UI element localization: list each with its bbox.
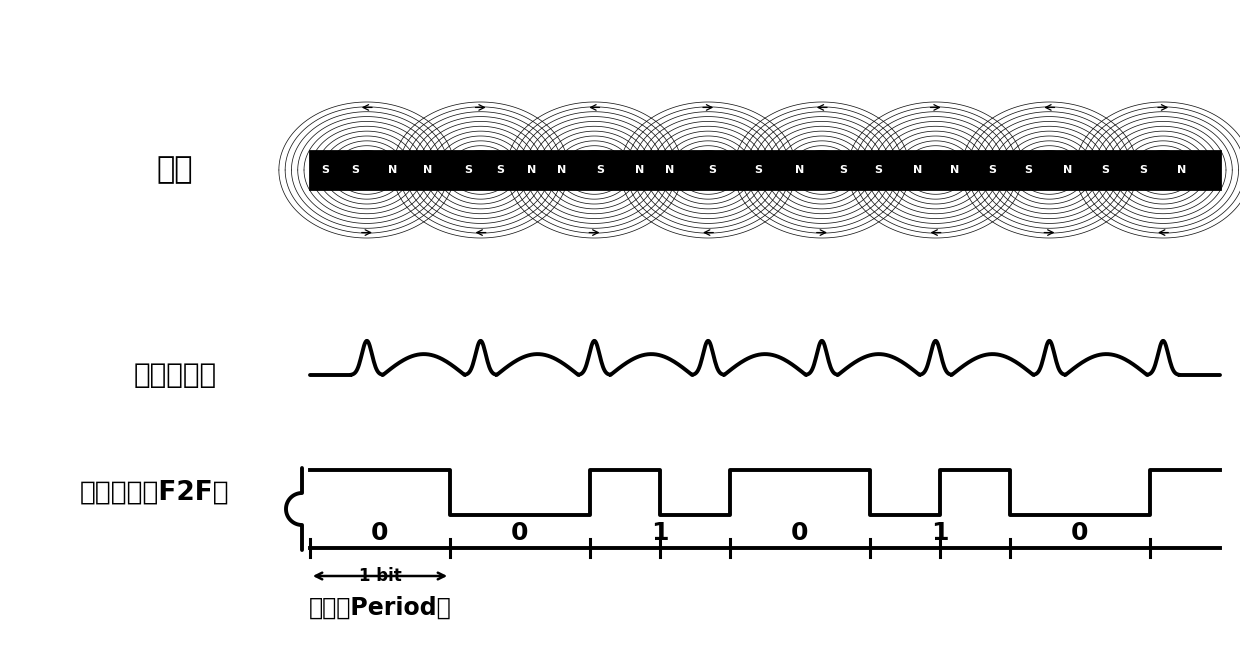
Text: N: N bbox=[527, 165, 537, 175]
Text: S: S bbox=[464, 165, 472, 175]
Text: 间隔（Period）: 间隔（Period） bbox=[309, 596, 451, 620]
Text: 磁条: 磁条 bbox=[156, 155, 193, 185]
Text: S: S bbox=[321, 165, 329, 175]
Text: S: S bbox=[1140, 165, 1147, 175]
Text: S: S bbox=[708, 165, 715, 175]
Text: 0: 0 bbox=[1071, 522, 1089, 545]
Text: 0: 0 bbox=[791, 522, 808, 545]
Text: 1 bit: 1 bit bbox=[358, 567, 402, 585]
Text: 1: 1 bbox=[931, 522, 949, 545]
Text: S: S bbox=[988, 165, 996, 175]
Text: N: N bbox=[1064, 165, 1073, 175]
Text: N: N bbox=[914, 165, 923, 175]
Text: N: N bbox=[557, 165, 567, 175]
Text: S: S bbox=[351, 165, 360, 175]
Text: S: S bbox=[874, 165, 882, 175]
Text: N: N bbox=[1177, 165, 1187, 175]
Text: S: S bbox=[1024, 165, 1032, 175]
Text: N: N bbox=[423, 165, 433, 175]
Text: N: N bbox=[635, 165, 645, 175]
Text: 0: 0 bbox=[371, 522, 389, 545]
Text: N: N bbox=[950, 165, 960, 175]
Text: S: S bbox=[839, 165, 847, 175]
Text: S: S bbox=[754, 165, 763, 175]
Text: N: N bbox=[666, 165, 675, 175]
Text: S: S bbox=[1101, 165, 1109, 175]
Text: N: N bbox=[388, 165, 398, 175]
Text: S: S bbox=[596, 165, 604, 175]
Text: 读取头波形: 读取头波形 bbox=[134, 361, 217, 389]
Text: N: N bbox=[795, 165, 805, 175]
Text: 数字输出（F2F）: 数字输出（F2F） bbox=[81, 480, 229, 506]
Text: 1: 1 bbox=[651, 522, 668, 545]
Text: S: S bbox=[496, 165, 503, 175]
Text: 0: 0 bbox=[511, 522, 528, 545]
Bar bbox=[310, 151, 1220, 189]
